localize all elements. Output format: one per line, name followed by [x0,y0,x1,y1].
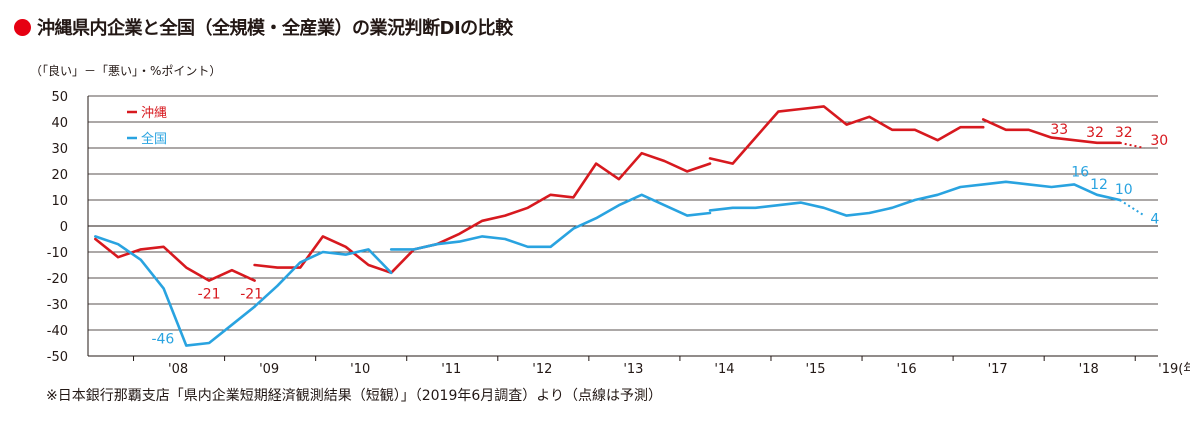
x-tick-label: '13 [623,362,643,377]
series-line-national [708,180,1122,217]
x-tick-label: '12 [532,362,552,377]
series-line-okinawa [981,118,1122,145]
data-label: 32 [1086,125,1104,141]
y-tick-label: 40 [51,116,68,131]
y-tick-label: -40 [47,324,68,339]
x-tick-label: '10 [350,362,370,377]
legend-label: 沖縄 [141,106,167,121]
x-tick-label: '17 [988,362,1008,377]
x-tick-label: '08 [168,362,188,377]
y-tick-label: -20 [47,272,68,287]
data-label: -21 [240,287,263,303]
data-label: -46 [151,332,174,348]
y-tick-label: 0 [60,220,68,235]
data-label: 16 [1071,164,1089,180]
series-line-national [389,193,712,251]
y-tick-label: 20 [51,168,68,183]
x-tick-label: '16 [897,362,917,377]
series-line-national [253,248,393,308]
chart-title: 沖縄県内企業と全国（全規模・全産業）の業況判断DIの比較 [37,18,513,39]
data-label: 32 [1115,125,1133,141]
x-tick-label: '19(年) [1158,362,1190,377]
series-line-okinawa [708,105,985,165]
data-label: 10 [1115,182,1133,198]
y-tick-label: 50 [51,90,68,105]
y-tick-label: -10 [47,246,68,261]
x-tick-label: '11 [441,362,461,377]
x-tick-label: '18 [1079,362,1099,377]
forecast-line [1119,141,1145,149]
x-tick-label: '15 [805,362,825,377]
y-axis-ticks: 50 40 30 20 10 0 -10 -20 -30 -40 -50 [47,90,68,365]
data-label: -21 [198,287,221,303]
series-line-okinawa [94,237,256,282]
series-line-national [94,235,256,347]
source-note: ※日本銀行那覇支店「県内企業短期経済観測結果（短観）」（2019年6月調査）より… [46,388,662,404]
y-axis-unit-label: （「良い」－「悪い」・%ポイント） [30,64,222,78]
x-axis-ticks: '08 '09 '10 '11 '12 '13 '14 '15 '16 '17 '18 '19(年) [168,362,1190,377]
data-label: 12 [1090,177,1108,193]
bullet-dot-icon [14,18,31,36]
forecast-line [1119,199,1145,217]
data-label: 33 [1050,122,1068,138]
series-line-okinawa [253,151,712,275]
y-tick-label: -50 [47,350,68,365]
y-tick-label: 10 [51,194,68,209]
x-tick-label: '09 [259,362,279,377]
series-lines [94,105,1145,347]
data-label: 4 [1150,212,1159,228]
legend-label: 全国 [141,131,167,147]
x-tick-label: '14 [714,362,734,377]
y-tick-label: -30 [47,298,68,313]
y-tick-label: 30 [51,142,68,157]
data-label: 30 [1150,133,1168,149]
chart-title-block: 沖縄県内企業と全国（全規模・全産業）の業況判断DIの比較 [14,12,513,42]
grid-lines [87,95,1158,361]
